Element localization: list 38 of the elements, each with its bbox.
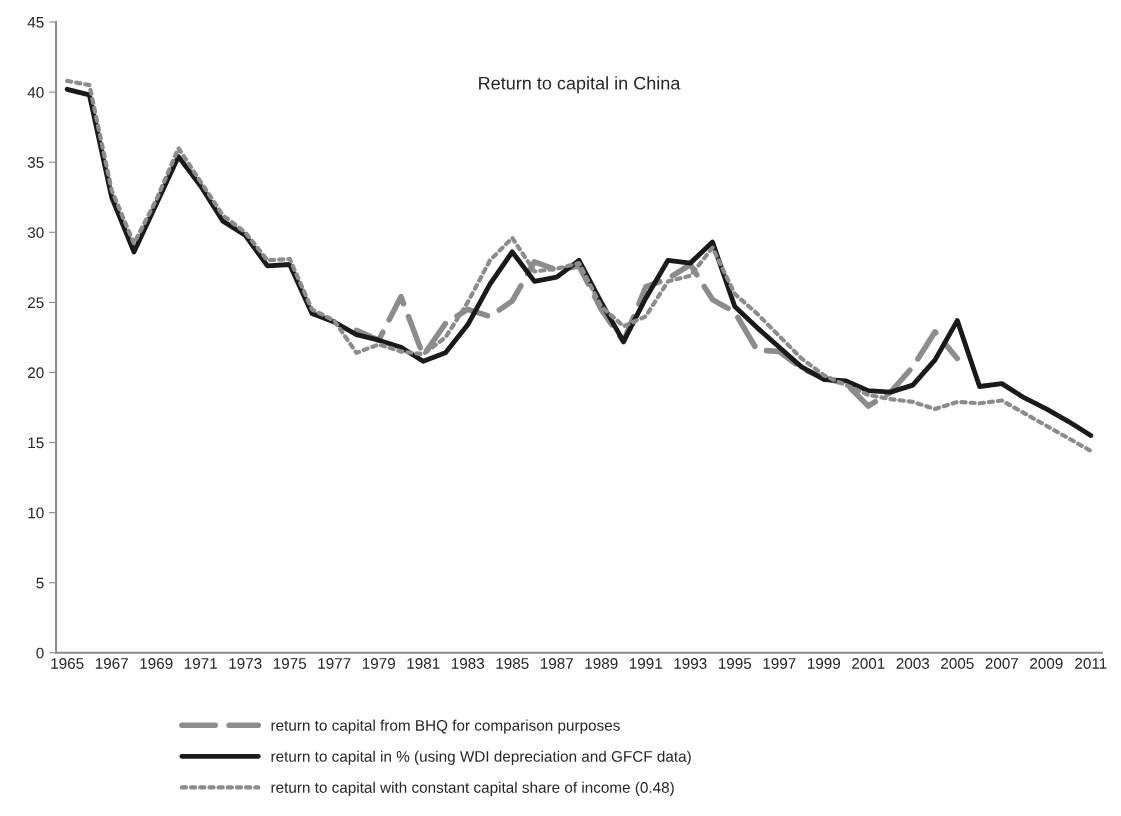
x-tick-label: 1989 — [585, 658, 618, 669]
x-tick-label: 1969 — [140, 658, 173, 669]
x-tick-label: 1985 — [496, 658, 529, 669]
x-tick-label: 1993 — [674, 658, 707, 669]
y-tick-label: 10 — [28, 507, 44, 519]
x-tick-label: 1983 — [451, 658, 485, 669]
y-tick-label: 5 — [36, 577, 44, 589]
x-tick-label: 1991 — [629, 658, 663, 669]
x-tick-label: 1971 — [184, 658, 217, 669]
x-tick-label: 1981 — [407, 658, 440, 669]
x-tick-label: 2005 — [941, 658, 974, 669]
x-tick-label: 1975 — [273, 658, 307, 669]
legend-label: return to capital from BHQ for comparison purposes — [271, 719, 620, 734]
x-tick-label: 2007 — [985, 658, 1019, 669]
y-tick-label: 30 — [27, 227, 44, 238]
x-tick-label: 1973 — [229, 658, 262, 669]
y-tick-label: 25 — [28, 297, 44, 309]
x-tick-label: 1977 — [318, 658, 351, 669]
y-tick-label: 40 — [27, 86, 44, 98]
y-tick-label: 15 — [28, 437, 44, 449]
x-tick-label: 2011 — [1075, 658, 1107, 669]
y-tick-label: 35 — [27, 157, 44, 168]
x-tick-label: 1987 — [540, 658, 573, 669]
legend-label: return to capital in % (using WDI depreciation and GFCF data) — [271, 750, 691, 765]
x-tick-label: 2001 — [852, 658, 885, 669]
y-tick-label: 20 — [28, 367, 44, 379]
x-tick-label: 1979 — [362, 658, 395, 669]
legend-label: return to capital with constant capital share of income (0.48) — [271, 781, 674, 796]
x-tick-label: 1995 — [718, 658, 752, 669]
x-tick-label: 1997 — [763, 658, 796, 669]
x-tick-label: 2003 — [896, 658, 930, 669]
x-tick-label: 2009 — [1030, 658, 1063, 669]
x-tick-label: 1999 — [807, 658, 841, 669]
text: Return to capital in China — [479, 76, 681, 94]
x-tick-label: 1965 — [51, 658, 84, 669]
y-tick-label: 0 — [36, 647, 44, 659]
x-tick-label: 1967 — [95, 658, 128, 669]
y-tick-label: 45 — [27, 17, 44, 28]
